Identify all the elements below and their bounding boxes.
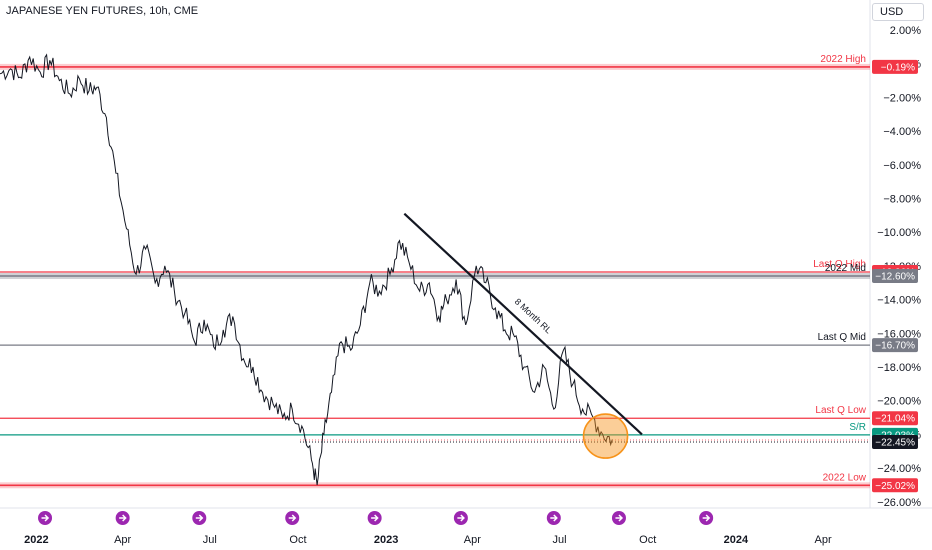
event-marker-icon[interactable] [453, 511, 468, 525]
x-tick-label: Oct [639, 534, 656, 546]
event-arrow-icon [457, 514, 465, 522]
event-arrow-icon [615, 514, 624, 522]
price-badge-label: −16.70% [875, 341, 915, 352]
price-badge [872, 434, 918, 449]
level-label: Last Q Mid [818, 332, 866, 343]
price-badge [872, 411, 918, 426]
level-label: 2022 High [820, 54, 866, 65]
event-arrow-icon [288, 514, 297, 522]
x-tick-label: Jul [553, 534, 567, 546]
x-tick-label: 2024 [724, 534, 749, 546]
y-tick-label: −20.00% [877, 396, 921, 408]
event-arrow-icon [41, 514, 50, 522]
x-tick-label: 2022 [24, 534, 48, 546]
event-arrow-icon [119, 514, 127, 522]
event-marker-icon[interactable] [192, 511, 207, 525]
level-label: S/R [849, 422, 866, 433]
level-label: 2022 Low [823, 472, 867, 483]
event-marker-icon[interactable] [367, 511, 382, 525]
price-badge [872, 478, 918, 493]
price-series-line [0, 53, 613, 486]
price-badge-label: −12.60% [875, 272, 915, 283]
event-marker-icon[interactable] [115, 511, 130, 525]
x-tick-label: 2023 [374, 534, 398, 546]
y-tick-label: −2.00% [883, 92, 921, 104]
price-badge-label: −25.02% [875, 481, 915, 492]
y-tick-label: −26.00% [877, 497, 921, 509]
y-tick-label: −24.00% [877, 463, 921, 475]
y-tick-label: −4.00% [883, 126, 921, 138]
level-label: Last Q Low [815, 405, 866, 416]
event-marker-icon[interactable] [546, 511, 561, 525]
level-label: Last Q High [813, 259, 866, 270]
y-tick-label: −6.00% [883, 160, 921, 172]
highlight-circle [582, 413, 629, 459]
event-marker-icon[interactable] [38, 511, 53, 525]
event-arrow-icon [550, 514, 558, 522]
y-tick-label: −8.00% [883, 194, 921, 206]
level-label: 2022 Mid [825, 263, 866, 274]
event-arrow-icon [702, 514, 711, 522]
price-badge-label: −22.45% [875, 437, 915, 448]
price-badge [872, 269, 918, 284]
x-tick-label: Oct [289, 534, 306, 546]
price-badge-label: −0.19% [881, 62, 915, 73]
y-tick-label: −14.00% [877, 295, 921, 307]
trendline-label: 8 Month RL [513, 296, 554, 335]
x-tick-label: Apr [114, 534, 131, 546]
x-tick-label: Jul [203, 534, 217, 546]
event-marker-icon[interactable] [699, 511, 714, 525]
y-tick-label: −18.00% [877, 362, 921, 374]
event-arrow-icon [195, 514, 204, 522]
event-arrow-icon [371, 514, 379, 522]
x-tick-label: Apr [464, 534, 481, 546]
chart-title: JAPANESE YEN FUTURES, 10h, CME [6, 5, 199, 17]
y-tick-label: 2.00% [890, 25, 921, 37]
x-tick-label: Apr [814, 534, 831, 546]
y-tick-label: −10.00% [877, 227, 921, 239]
price-badge [872, 338, 918, 353]
y-tick-label: −16.00% [877, 328, 921, 340]
event-marker-icon[interactable] [611, 511, 626, 525]
price-badge [872, 59, 918, 74]
trendline[interactable] [403, 212, 643, 436]
event-marker-icon[interactable] [285, 511, 300, 525]
currency-selector[interactable]: USD [872, 3, 924, 21]
price-badge-label: −21.04% [875, 414, 915, 425]
